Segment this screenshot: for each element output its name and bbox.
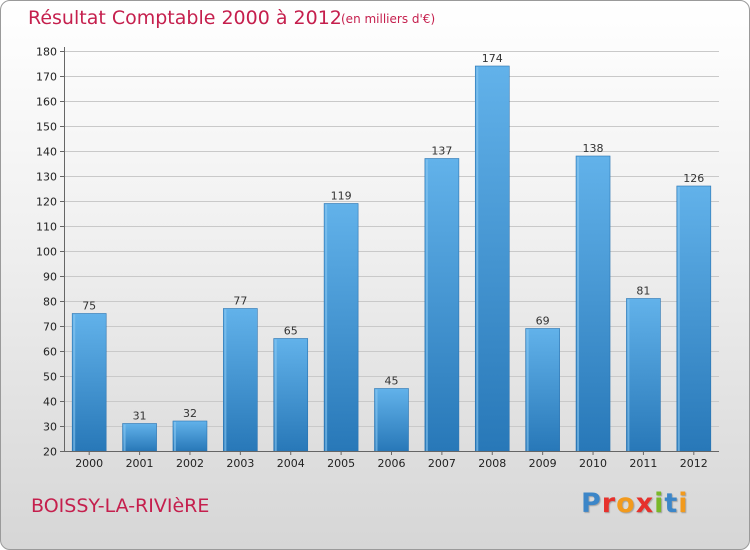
bar-2012 xyxy=(676,185,712,452)
value-label: 45 xyxy=(385,375,399,388)
value-label: 137 xyxy=(431,145,452,158)
value-label: 31 xyxy=(133,410,147,423)
bars xyxy=(71,65,712,452)
x-tick-label: 2002 xyxy=(176,457,204,470)
y-tick-label: 110 xyxy=(36,221,57,234)
y-tick-label: 150 xyxy=(36,121,57,134)
y-tick-label: 100 xyxy=(36,246,57,259)
x-tick-label: 2012 xyxy=(680,457,708,470)
bar-highlight xyxy=(274,339,277,451)
x-tick-label: 2004 xyxy=(277,457,305,470)
chart-subtitle: (en milliers d'€) xyxy=(341,12,436,26)
y-tick-label: 140 xyxy=(36,146,57,159)
x-tick-label: 2003 xyxy=(226,457,254,470)
bar-highlight xyxy=(577,157,580,451)
bar-highlight xyxy=(677,187,680,451)
y-tick-label: 30 xyxy=(43,421,57,434)
bar-2002 xyxy=(172,420,208,452)
commune-name: BOISSY-LA-RIVIèRE xyxy=(31,495,210,517)
value-label: 75 xyxy=(82,300,96,313)
value-label: 138 xyxy=(583,142,604,155)
y-tick-label: 180 xyxy=(36,46,57,59)
labels: 20 30 40 50 60 70 80 90 100 110 120 130 140 150 160 170… xyxy=(36,46,708,471)
x-tick-label: 2008 xyxy=(478,457,506,470)
y-tick-label: 80 xyxy=(43,296,57,309)
y-tick-label: 160 xyxy=(36,96,57,109)
chart-title: Résultat Comptable 2000 à 2012 xyxy=(28,7,342,29)
y-tick-label: 20 xyxy=(43,446,57,459)
bar-highlight xyxy=(476,67,479,451)
value-label: 81 xyxy=(636,285,650,298)
proxiti-logo: Proxiti xyxy=(581,488,689,519)
bar-2009 xyxy=(525,328,560,452)
y-tick-label: 170 xyxy=(36,71,57,84)
bar-2008 xyxy=(474,65,510,452)
x-tick-label: 2006 xyxy=(378,457,406,470)
x-tick-label: 2000 xyxy=(75,457,103,470)
bar-highlight xyxy=(224,309,227,451)
bar-2004 xyxy=(273,338,309,452)
x-tick-label: 2011 xyxy=(629,457,657,470)
bar-highlight xyxy=(325,204,328,451)
bar-highlight xyxy=(375,389,378,451)
y-tick-label: 90 xyxy=(43,271,57,284)
bar-2001 xyxy=(122,423,157,452)
bar-2006 xyxy=(374,388,409,452)
value-label: 77 xyxy=(233,295,247,308)
y-tick-label: 40 xyxy=(43,396,57,409)
x-tick-label: 2005 xyxy=(327,457,355,470)
y-tick-label: 70 xyxy=(43,321,57,334)
axes xyxy=(60,47,719,455)
bar-2010 xyxy=(575,155,611,452)
x-tick-label: 2009 xyxy=(529,457,557,470)
bar-highlight xyxy=(526,329,529,451)
value-label: 69 xyxy=(536,315,550,328)
bar-highlight xyxy=(627,299,630,451)
y-tick-label: 120 xyxy=(36,196,57,209)
bar-highlight xyxy=(123,424,126,451)
bar-2005 xyxy=(323,203,359,452)
y-tick-label: 60 xyxy=(43,346,57,359)
x-tick-label: 2001 xyxy=(126,457,154,470)
bar-2003 xyxy=(223,308,258,452)
bar-highlight xyxy=(173,422,176,451)
x-tick-label: 2007 xyxy=(428,457,456,470)
value-label: 126 xyxy=(683,172,704,185)
value-label: 32 xyxy=(183,407,197,420)
value-label: 119 xyxy=(331,190,352,203)
bar-highlight xyxy=(73,314,76,451)
y-tick-label: 130 xyxy=(36,171,57,184)
bar-highlight xyxy=(425,159,428,451)
x-tick-label: 2010 xyxy=(579,457,607,470)
value-label: 65 xyxy=(284,325,298,338)
y-tick-label: 50 xyxy=(43,371,57,384)
bar-2007 xyxy=(424,158,460,452)
bar-2011 xyxy=(626,298,661,452)
value-label: 174 xyxy=(482,52,503,65)
bar-2000 xyxy=(71,313,107,452)
